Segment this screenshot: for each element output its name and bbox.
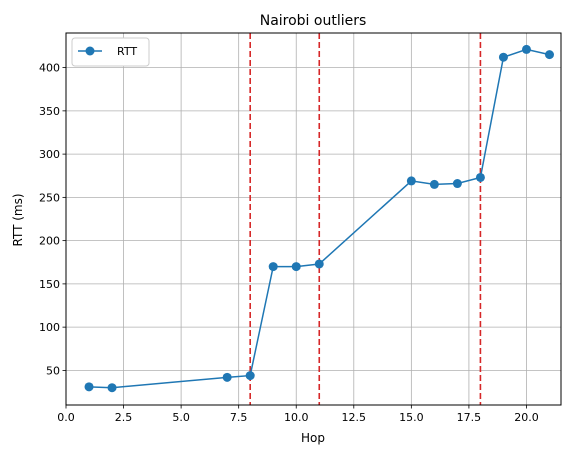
rtt-point (498, 52, 508, 62)
rtt-point (406, 176, 416, 186)
legend-box (71, 37, 150, 67)
x-tick-label: 10.0 (284, 411, 309, 424)
x-tick-label: 7.5 (230, 411, 248, 424)
outlier-lines (249, 33, 482, 405)
x-tick-label: 5.0 (172, 411, 190, 424)
y-tick-label: 100 (39, 321, 60, 334)
x-tick-label: 17.5 (457, 411, 482, 424)
x-tick-label: 12.5 (342, 411, 367, 424)
x-tick-label: 15.0 (399, 411, 424, 424)
y-tick-label: 300 (39, 148, 60, 161)
y-tick-label: 50 (46, 364, 60, 377)
legend-label: RTT (117, 45, 137, 58)
rtt-point (475, 172, 485, 182)
x-tick-label: 2.5 (115, 411, 133, 424)
grid-layer (65, 33, 561, 405)
x-tick-label: 20.0 (514, 411, 539, 424)
legend: RTT (71, 37, 150, 67)
rtt-point (222, 372, 232, 382)
x-tick-label: 0.0 (57, 411, 75, 424)
rtt-point (107, 383, 117, 393)
rtt-point (314, 259, 324, 269)
y-tick-label: 150 (39, 278, 60, 291)
rtt-point (429, 179, 439, 189)
rtt-point (84, 382, 94, 392)
y-tick-label: 200 (39, 235, 60, 248)
rtt-point (521, 44, 531, 54)
y-axis-label: RTT (ms) (11, 193, 25, 246)
rtt-point (245, 371, 255, 381)
y-tick-label: 350 (39, 105, 60, 118)
y-tick-label: 250 (39, 191, 60, 204)
y-tick-label: 400 (39, 62, 60, 75)
chart-title: Nairobi outliers (260, 13, 367, 29)
plot-frame (65, 32, 562, 406)
x-axis-label: Hop (301, 431, 325, 445)
tick-layer: 0.0 2.5 5.0 7.5 10.0 12.5 15.0 17.5 20.0 50 100 150… (39, 62, 539, 424)
series-layer (84, 44, 554, 393)
rtt-point (291, 262, 301, 272)
legend-marker (85, 46, 95, 56)
rtt-point (544, 50, 554, 60)
rtt-point (452, 179, 462, 189)
rtt-point (268, 262, 278, 272)
